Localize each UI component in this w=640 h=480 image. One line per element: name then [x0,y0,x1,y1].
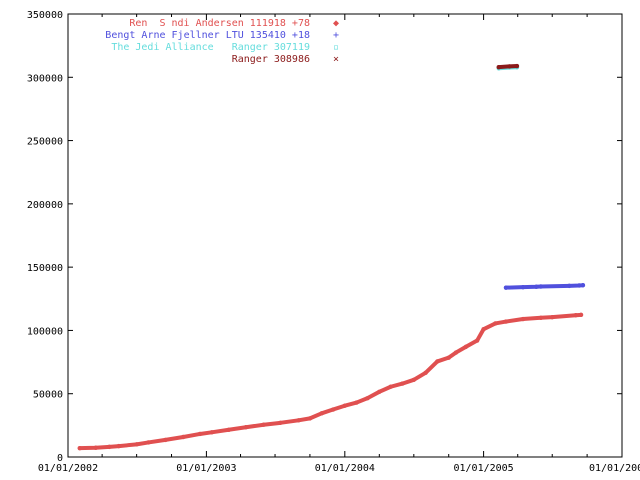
data-point [411,377,417,382]
data-point [520,316,526,322]
data-point [77,445,82,451]
y-tick-label: 150000 [27,263,63,274]
data-point [538,315,544,320]
data-point [576,283,582,288]
x-tick-label: 01/01/2003 [176,463,236,474]
data-point [226,427,231,432]
data-point [278,420,283,426]
x-tick-label: 01/01/200 [589,463,640,474]
data-point [567,283,572,289]
x-tick-label: 01/01/2005 [453,463,513,474]
legend-entry-symbol: ▫ [333,42,339,53]
data-point [377,389,382,395]
data-point [307,416,313,421]
data-point [503,319,509,324]
data-point [538,284,544,289]
data-point [296,418,301,423]
data-point [496,64,501,70]
series-3 [496,63,520,70]
data-point [116,443,122,449]
axis-layer: 0 50000 100000 150000 200000 250000 300000 3500… [27,10,640,474]
data-point [481,326,486,332]
data-point [503,285,509,290]
data-point [493,321,498,326]
data-point [319,411,324,416]
data-point [243,425,249,430]
data-point [330,407,336,412]
legend-entry-symbol: + [333,30,339,41]
data-point [446,355,451,360]
legend-entry-label: The Jedi Alliance Ranger 307119 [111,42,310,53]
data-point [93,445,98,450]
y-tick-label: 0 [57,453,63,464]
data-point [534,284,539,289]
data-point [388,384,393,389]
data-point [365,395,370,401]
data-point [197,431,203,437]
legend-entry-label: Ren S ndi Andersen 111918 +78 [129,18,310,29]
series-layer [77,63,586,451]
series-0 [77,312,584,451]
data-point [107,444,112,450]
y-tick-label: 300000 [27,73,63,84]
y-tick-label: 100000 [27,326,63,337]
y-tick-label: 350000 [27,10,63,21]
legend-entry-label: Bengt Arne Fjellner LTU 135410 +18 [105,30,310,41]
x-tick-label: 01/01/2002 [38,463,98,474]
y-tick-label: 50000 [33,390,63,401]
data-point [578,312,584,318]
legend-entry-symbol: ◆ [333,18,339,29]
data-point [134,442,139,447]
y-tick-label: 200000 [27,200,63,211]
data-point [342,403,348,408]
data-point [181,434,186,440]
data-point [453,350,459,355]
data-point [463,344,468,350]
data-point [520,284,526,290]
legend-entry-label: Ranger 308986 [232,54,310,65]
data-point [354,400,359,405]
data-point [261,422,266,427]
data-point [209,430,214,435]
data-point [580,283,586,288]
data-point [514,63,520,69]
legend: Ren S ndi Andersen 111918 +78 ◆ Bengt Arne… [105,18,339,65]
data-point [435,359,440,364]
data-point [423,370,428,376]
legend-entry-symbol: × [333,54,339,65]
data-point [400,381,405,386]
y-tick-label: 250000 [27,137,63,148]
series-1 [503,283,586,290]
data-point [550,314,555,320]
data-point [507,64,512,69]
data-point [163,437,168,443]
data-point [146,440,151,445]
data-point [474,338,480,343]
x-tick-label: 01/01/2004 [315,463,375,474]
data-point [573,313,578,318]
